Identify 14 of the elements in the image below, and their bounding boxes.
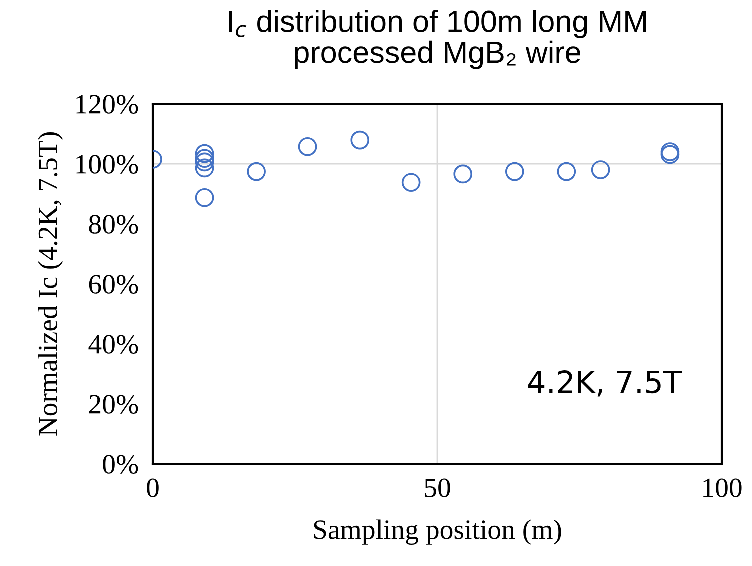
x-tick-label: 50	[425, 478, 450, 498]
y-tick-label: 0%	[103, 455, 138, 474]
chart-title: I$_{c}$ distribution of 100m long MM processed MgB₂ wire	[229, 10, 646, 70]
x-tick-label: 0	[147, 478, 159, 498]
x-axis-title: Sampling position (m)	[314, 520, 562, 546]
y-tick-label: 60%	[89, 275, 138, 294]
annotation: 4.2K, 7.5T	[528, 370, 682, 397]
y-tick-label: 100%	[76, 155, 138, 174]
y-axis-title: Normalized Ic (4.2K, 7.5T)	[38, 132, 64, 436]
y-tick-label: 20%	[89, 395, 138, 414]
x-tick-label: 100	[704, 478, 742, 498]
y-tick-label: 40%	[88, 335, 138, 354]
y-tick-label: 80%	[89, 215, 138, 234]
y-tick-label: 120%	[76, 95, 138, 114]
